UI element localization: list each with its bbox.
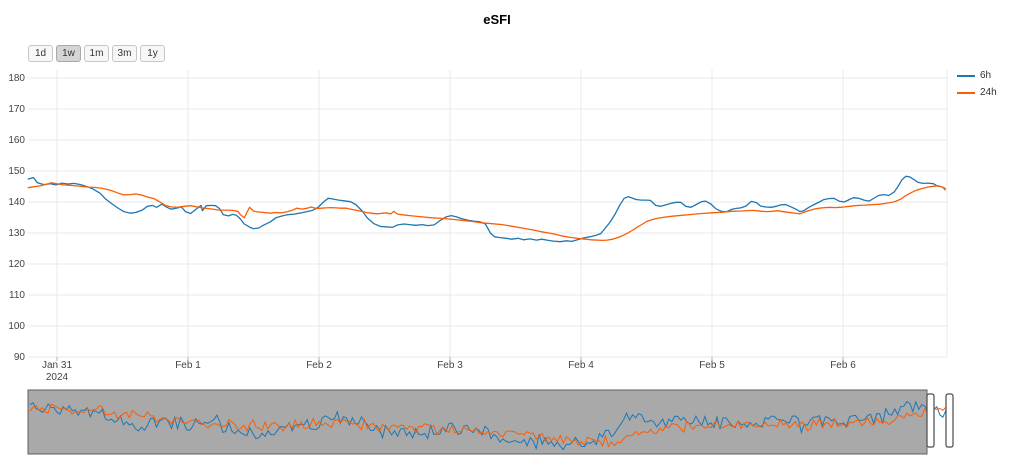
y-axis-tick-label: 170 [8, 104, 25, 115]
chart-title: eSFI [483, 12, 511, 27]
range-button-1y[interactable]: 1y [140, 45, 165, 62]
x-axis-tick-label: Feb 5 [699, 360, 725, 371]
gridlines [28, 70, 948, 361]
x-axis-tick-label: Feb 2 [306, 360, 332, 371]
legend-item-6h[interactable]: 6h [957, 70, 997, 81]
x-axis-tick-label: Jan 31 2024 [41, 360, 73, 383]
x-axis-tick-label: Feb 6 [830, 360, 856, 371]
rangeslider-handle-right[interactable] [945, 393, 954, 448]
range-button-1m[interactable]: 1m [84, 45, 109, 62]
series-lines [27, 175, 946, 243]
y-axis-tick-label: 150 [8, 166, 25, 177]
legend-line-swatch-6h [957, 74, 975, 77]
y-axis-tick-label: 120 [8, 259, 25, 270]
rangeslider-handle-left[interactable] [926, 393, 935, 448]
y-axis-tick-label: 160 [8, 135, 25, 146]
y-axis-tick-label: 90 [13, 352, 25, 363]
y-axis-tick-label: 110 [9, 290, 25, 301]
y-axis-tick-label: 100 [8, 321, 25, 332]
legend-label-24h: 24h [980, 87, 997, 98]
rangeslider-series-6h [29, 400, 947, 451]
plot-area[interactable] [28, 70, 947, 357]
rangeslider[interactable] [27, 389, 954, 455]
rangeslider-mask[interactable] [27, 389, 928, 455]
range-button-3m[interactable]: 3m [112, 45, 137, 62]
range-button-1d[interactable]: 1d [28, 45, 53, 62]
legend-line-swatch-24h [957, 91, 975, 94]
x-axis-tick-label: Feb 3 [437, 360, 463, 371]
legend: 6h 24h [957, 70, 997, 104]
y-axis-tick-label: 180 [8, 73, 25, 84]
y-axis-tick-label: 140 [8, 197, 25, 208]
series-line-6h [27, 175, 946, 243]
legend-item-24h[interactable]: 24h [957, 87, 997, 98]
rangeslider-series-24h [29, 403, 947, 448]
x-axis-tick-label: Feb 1 [175, 360, 201, 371]
range-button-1w[interactable]: 1w [56, 45, 81, 62]
x-axis-tick-label: Feb 4 [568, 360, 594, 371]
legend-label-6h: 6h [980, 70, 992, 81]
series-line-24h [27, 182, 946, 242]
y-axis-tick-label: 130 [8, 228, 25, 239]
